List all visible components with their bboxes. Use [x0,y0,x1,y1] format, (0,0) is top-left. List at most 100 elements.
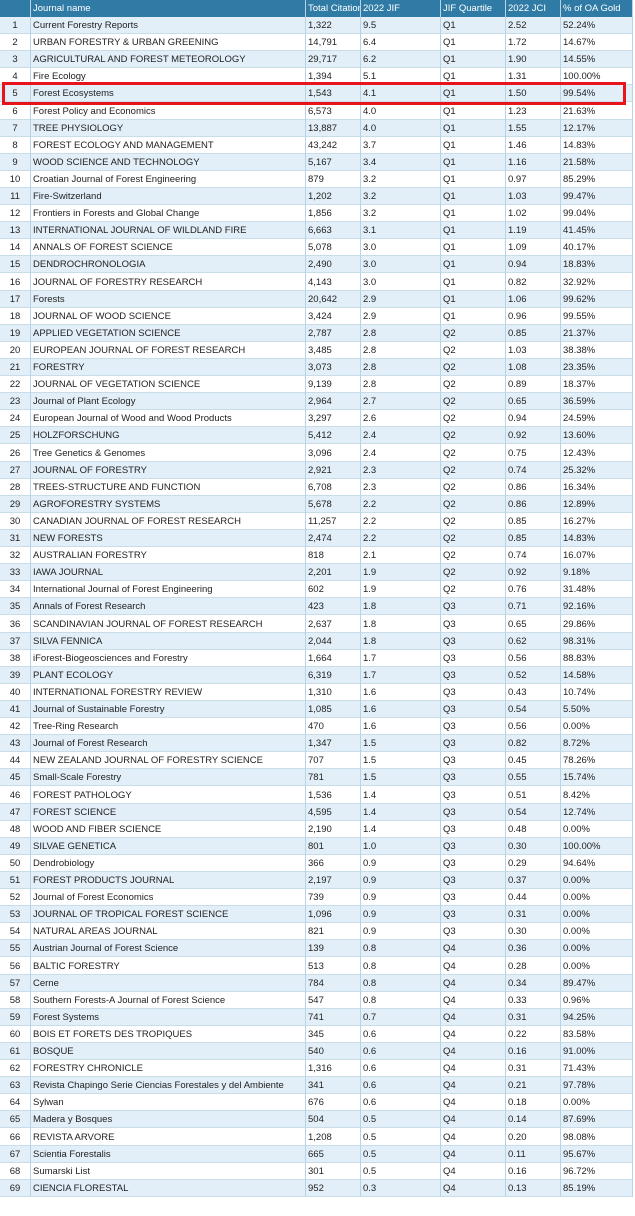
table-cell: Q2 [443,481,456,493]
table-row [0,136,632,154]
rank-cell: 3 [12,54,18,66]
table-cell: 2.8 [363,362,377,373]
table-cell: Forest Systems [33,1011,99,1023]
table-row [0,273,632,291]
table-cell: 1.06 [508,293,527,305]
table-cell: 2.1 [363,550,377,562]
table-row [0,222,632,240]
table-cell: 0.18 [508,1097,527,1109]
table-cell: 29,717 [308,54,338,66]
table-cell: 2.9 [363,293,377,305]
table-cell: Q4 [443,1011,456,1023]
table-row [0,769,632,787]
table-cell: 14.83% [563,533,596,544]
table-cell: 1.72 [508,37,527,49]
table-cell: 0.00% [563,943,590,955]
table-cell: Q4 [443,1114,456,1126]
column-divider [505,0,506,1197]
table-row [0,495,632,513]
table-cell: 0.6 [363,1063,377,1075]
table-cell: 2,964 [308,396,332,408]
table-row [0,547,632,565]
column-divider [30,0,31,1197]
table-cell: 2,921 [308,464,332,476]
table-cell: 0.8 [363,943,377,955]
table-cell: Q1 [443,225,456,237]
table-cell: 24.59% [563,413,596,425]
table-cell: Q3 [443,875,456,886]
table-cell: Q3 [443,806,456,818]
rank-cell: 26 [9,447,21,459]
table-cell: 1.08 [508,362,527,373]
table-cell: 1,202 [308,191,332,202]
table-cell: 0.30 [508,840,527,852]
rank-cell: 32 [9,550,21,562]
table-cell: 676 [308,1097,324,1109]
table-cell: 366 [308,857,324,869]
table-cell: 1,536 [308,789,332,801]
table-cell: 4,143 [308,276,332,288]
table-row [0,974,632,992]
rank-cell: 14 [9,242,21,254]
rank-cell: 45 [9,772,21,784]
table-row [0,512,632,530]
table-row [0,786,632,804]
table-cell: AGRICULTURAL AND FOREST METEOROLOGY [33,54,246,66]
table-cell: 71.43% [563,1063,596,1075]
table-cell: DENDROCHRONOLOGIA [33,259,146,271]
table-row [0,957,632,975]
table-cell: 5,167 [308,156,332,168]
rank-cell: 67 [9,1148,21,1160]
table-cell: SILVA FENNICA [33,635,103,647]
table-cell: Q2 [443,344,456,356]
table-cell: 40.17% [563,242,596,254]
table-row [0,290,632,308]
table-cell: BALTIC FORESTRY [33,960,120,972]
table-cell: 83.58% [563,1028,596,1040]
table-cell: 0.00% [563,721,590,733]
table-cell: 94.64% [563,857,596,869]
rank-cell: 39 [9,669,21,681]
table-cell: INTERNATIONAL FORESTRY REVIEW [33,686,203,698]
table-cell: 0.36 [508,943,527,955]
table-cell: 99.55% [563,310,596,322]
table-cell: 4,595 [308,806,332,818]
rank-cell: 9 [12,156,18,168]
table-cell: Q3 [443,618,456,630]
table-cell: 1,208 [308,1131,332,1143]
rank-cell: 66 [9,1131,21,1143]
table-row [0,1077,632,1095]
table-cell: 0.85 [508,327,527,339]
table-cell: TREE PHYSIOLOGY [33,122,124,134]
table-cell: 784 [308,977,324,989]
table-cell: 0.8 [363,977,377,989]
table-cell: 13.60% [563,430,596,442]
table-cell: 14,791 [308,37,338,49]
rank-cell: 69 [9,1182,21,1194]
table-cell: PLANT ECOLOGY [33,669,114,681]
table-cell: 9.18% [563,567,590,579]
table-cell: 0.92 [508,430,527,442]
rank-cell: 24 [9,413,21,425]
table-cell: 952 [308,1182,324,1194]
table-cell: 8.42% [563,789,590,801]
table-cell: Journal of Forest Economics [33,892,154,904]
table-row [0,324,632,342]
table-cell: Q1 [443,37,456,49]
table-cell: 99.62% [563,293,596,305]
table-cell: 345 [308,1028,324,1040]
table-cell: 14.67% [563,37,596,49]
table-cell: Q2 [443,584,456,596]
table-cell: AUSTRALIAN FORESTRY [33,550,147,562]
table-cell: 0.9 [363,857,377,869]
table-cell: Q3 [443,823,456,835]
table-row [0,854,632,872]
table-cell: INTERNATIONAL JOURNAL OF WILDLAND FIRE [33,225,247,237]
table-cell: 1.8 [363,635,377,647]
table-cell: 0.44 [508,892,527,904]
table-cell: 0.9 [363,926,377,938]
table-row [0,803,632,821]
table-cell: Annals of Forest Research [33,601,146,613]
table-cell: WOOD AND FIBER SCIENCE [33,823,162,835]
table-cell: 341 [308,1080,324,1092]
